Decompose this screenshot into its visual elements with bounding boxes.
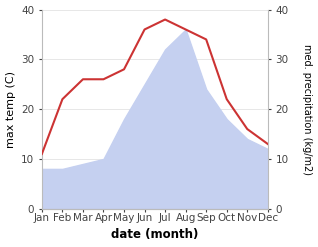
Y-axis label: med. precipitation (kg/m2): med. precipitation (kg/m2) xyxy=(302,44,313,175)
Y-axis label: max temp (C): max temp (C) xyxy=(5,71,16,148)
X-axis label: date (month): date (month) xyxy=(111,228,198,242)
